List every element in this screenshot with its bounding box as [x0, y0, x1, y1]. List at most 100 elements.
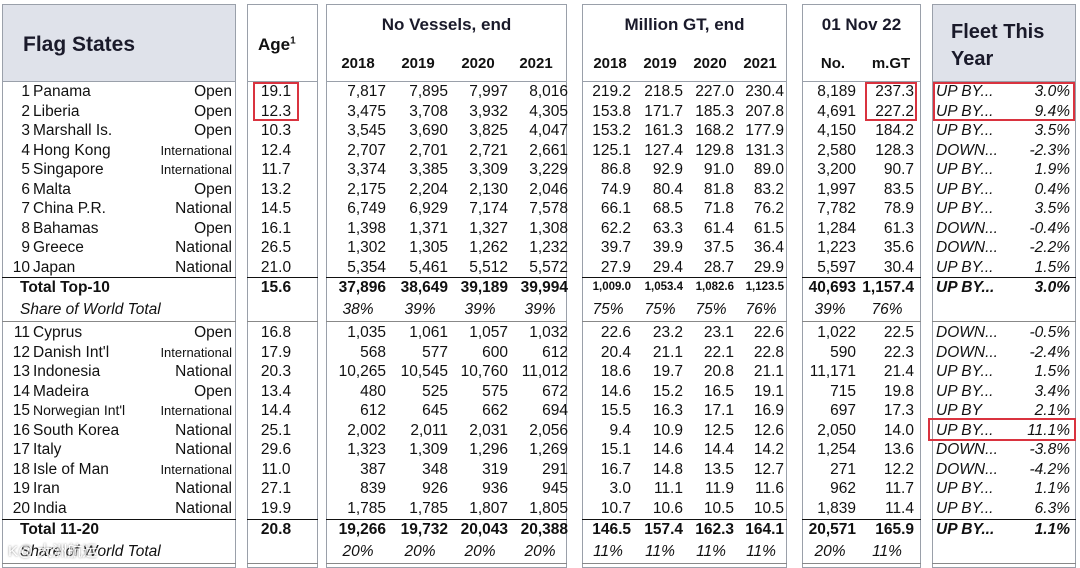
section-separator [247, 519, 318, 520]
flag-name: Liberia [33, 102, 80, 120]
gross-tonnage: 12.6 [753, 421, 784, 439]
registry-type: National [175, 421, 232, 439]
flag-name: Iran [33, 480, 60, 497]
rank-number: 3 [21, 122, 30, 139]
trend-direction: UP BY... [936, 363, 994, 380]
gt-header: Million GT, end 2018 2019 2020 2021 [583, 5, 786, 82]
rank-number: 1 [21, 83, 30, 100]
vessel-count: 577 [422, 343, 448, 361]
trend-percent: -2.2% [1029, 239, 1071, 256]
registry-type: Open [194, 324, 232, 341]
share-count: 39% [814, 301, 846, 318]
rank-number: 5 [21, 161, 30, 178]
gross-tonnage: 161.3 [644, 122, 683, 139]
gross-tonnage: 91.0 [703, 161, 734, 178]
gross-tonnage: 14.4 [703, 441, 734, 458]
gross-tonnage: 39.7 [600, 239, 631, 256]
gross-tonnage: 20.8 [703, 363, 734, 380]
rank-number: 18 [12, 460, 30, 478]
gross-tonnage: 80.4 [652, 180, 683, 198]
trend-percent: 11.1% [1027, 421, 1070, 439]
current-mgt: 35.6 [883, 239, 914, 256]
share-vessels: 39% [464, 301, 496, 318]
gross-tonnage: 127.4 [644, 141, 683, 159]
vessel-count: 5,572 [529, 258, 568, 276]
vessel-count: 7,997 [469, 83, 508, 100]
trend-direction: DOWN... [936, 219, 998, 237]
gross-tonnage: 89.0 [753, 161, 784, 178]
total-vessels: 37,896 [338, 279, 386, 296]
vessel-count: 926 [422, 480, 448, 497]
total-vessels: 20,043 [460, 521, 508, 538]
vessel-count: 2,130 [469, 180, 508, 198]
average-age: 13.4 [260, 382, 292, 400]
trend-direction: UP BY... [936, 480, 994, 497]
gross-tonnage: 66.1 [600, 200, 631, 217]
table-row: 6 Malta Open 13.2 2,175 2,204 2,130 2,046 74.9 80… [0, 180, 1080, 200]
section-separator [932, 519, 1076, 520]
share-label: Share of World Total [20, 301, 161, 318]
trend-direction: DOWN... [936, 324, 998, 341]
current-count: 715 [830, 382, 856, 400]
gross-tonnage: 16.9 [753, 402, 784, 419]
vessel-count: 480 [360, 382, 386, 400]
vessel-count: 2,011 [410, 421, 448, 439]
section-separator [802, 277, 921, 278]
current-count: 2,580 [817, 141, 856, 159]
vessel-count: 3,475 [347, 102, 386, 120]
gross-tonnage: 20.4 [600, 343, 631, 361]
share-vessels: 20% [524, 543, 556, 560]
total-count: 20,571 [808, 521, 856, 538]
fleet-header: Fleet This Year [933, 5, 1075, 82]
current-mgt: 17.3 [883, 402, 914, 419]
table-row: 13 Indonesia National 20.3 10,265 10,545 10,76… [0, 362, 1080, 382]
flag-name: Norwegian Int'l [33, 402, 126, 418]
average-age: 11.0 [261, 460, 291, 478]
trend-percent: 1.5% [1034, 363, 1070, 380]
gross-tonnage: 12.7 [753, 460, 784, 478]
average-age: 11.7 [261, 161, 291, 178]
vessels-year-2020: 2020 [461, 55, 495, 72]
vessel-count: 600 [482, 343, 508, 361]
gross-tonnage: 63.3 [652, 219, 683, 237]
section-separator [2, 563, 236, 564]
vessel-count: 694 [542, 402, 568, 419]
vessel-count: 662 [482, 402, 508, 419]
rank-number: 17 [12, 441, 30, 458]
gross-tonnage: 21.1 [652, 343, 683, 361]
gross-tonnage: 19.7 [652, 363, 683, 380]
age-footnote: 1 [290, 35, 296, 47]
vessel-count: 2,046 [529, 180, 568, 198]
total-gt: 1,053.4 [644, 281, 683, 293]
current-mgt: 83.5 [883, 180, 914, 198]
rank-number: 10 [12, 258, 30, 276]
trend-direction: UP BY... [936, 499, 994, 517]
share-row: Share of World Total 38% 39% 39% 39% 75% 75% 75… [0, 300, 1080, 320]
total-vessels: 38,649 [400, 279, 448, 296]
trend-percent: 1.9% [1034, 161, 1070, 178]
section-separator [802, 563, 921, 564]
flag-states-title: Flag States [23, 33, 136, 56]
total-count: 40,693 [808, 279, 856, 296]
gross-tonnage: 23.1 [703, 324, 734, 341]
rank-number: 2 [21, 102, 30, 120]
gross-tonnage: 171.7 [644, 102, 683, 120]
gross-tonnage: 230.4 [745, 83, 784, 100]
table-row: 5 Singapore International 11.7 3,374 3,385 3,3… [0, 160, 1080, 180]
trend-percent: 3.5% [1034, 200, 1070, 217]
vessel-count: 2,721 [469, 141, 508, 159]
current-mgt: 90.7 [883, 161, 914, 178]
watermark: K@ 大洲航运 [8, 543, 98, 560]
table-row: 10 Japan National 21.0 5,354 5,461 5,512 5,572 2… [0, 258, 1080, 278]
current-mgt: 11.7 [884, 480, 914, 497]
table-row: 19 Iran National 27.1 839 926 936 945 3.0 11.1 11.… [0, 479, 1080, 499]
flag-name: Malta [33, 180, 71, 198]
trend-percent: -0.4% [1029, 219, 1071, 237]
gross-tonnage: 74.9 [600, 180, 631, 198]
registry-type: National [175, 363, 232, 380]
trend-direction: UP BY... [936, 421, 994, 439]
rank-number: 6 [21, 180, 30, 198]
gross-tonnage: 29.4 [652, 258, 683, 276]
share-row: Share of World Total 20% 20% 20% 20% 11% 11% 11… [0, 542, 1080, 562]
share-vessels: 38% [342, 301, 374, 318]
